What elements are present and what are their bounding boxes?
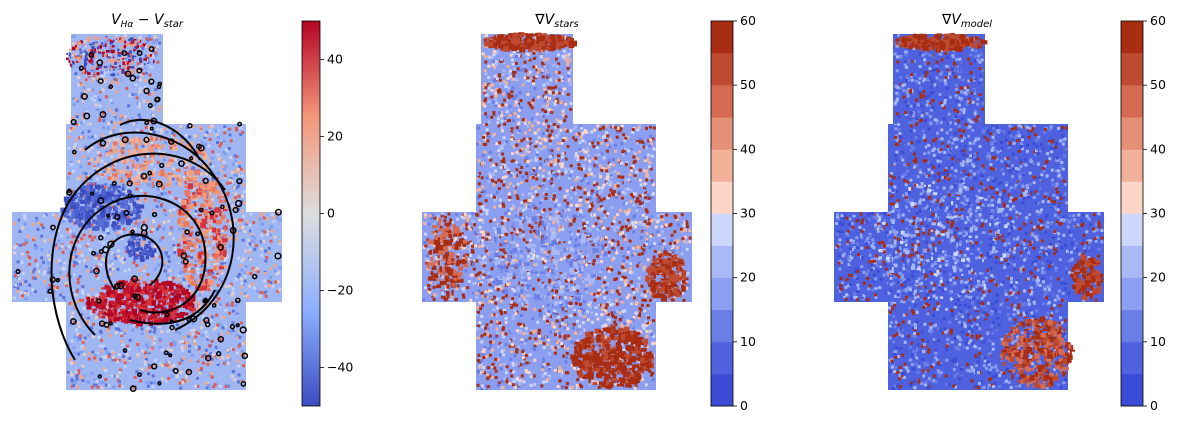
contour-line-1 <box>68 194 207 336</box>
colorbar-level <box>1121 149 1143 182</box>
panel-grad-vstars: ∇Vstars 0 10 20 30 40 50 60 <box>422 12 756 413</box>
colorbar-level <box>1121 309 1143 343</box>
colorbar-level <box>711 245 733 278</box>
title-3: ∇Vmodel <box>941 12 992 30</box>
colorbar-level <box>1121 373 1143 407</box>
colorbar-tick-label: 30 <box>740 206 756 221</box>
panel-grad-vmodel: ∇Vmodel 0 10 20 30 40 50 60 <box>834 12 1166 413</box>
contour-line-3 <box>84 131 235 331</box>
colorbar-tick-label: 20 <box>1150 270 1166 285</box>
colorbar-tick-label: 30 <box>1150 206 1166 221</box>
title-1-sub: Hα <box>121 20 134 30</box>
title-1-base2: V <box>154 12 165 28</box>
contour-line-6 <box>119 119 201 161</box>
colorbar-tick-label: 40 <box>327 52 343 67</box>
title-3-base: ∇V <box>941 12 962 28</box>
contour-line-4 <box>50 152 226 361</box>
colorbar-tick-label: 50 <box>740 77 756 92</box>
contour-line-5 <box>129 289 216 325</box>
title-1-base: V <box>111 12 122 28</box>
heatmap-3 <box>834 33 1104 390</box>
colorbar-level <box>711 53 733 86</box>
colorbar-1: −40 −20 0 20 40 <box>301 20 353 407</box>
colorbar-level <box>711 277 733 311</box>
colorbar-2: 0 10 20 30 40 50 60 <box>710 13 756 413</box>
colorbar-level <box>1121 85 1143 118</box>
contour-overlay <box>15 46 282 392</box>
colorbar-tick-label: 0 <box>1150 398 1158 413</box>
colorbar-tick-label: −40 <box>327 360 353 375</box>
heatmap-2 <box>422 32 692 390</box>
colorbar-fill <box>301 20 321 407</box>
title-1-sub2: star <box>164 19 184 30</box>
colorbar-level <box>711 117 733 150</box>
title-3-sub: model <box>961 19 992 30</box>
colorbar-level <box>1121 245 1143 278</box>
colorbar-tick-label: 40 <box>1150 141 1166 156</box>
colorbar-tick-label: 0 <box>740 398 748 413</box>
colorbar-level <box>1121 53 1143 86</box>
title-2-base: ∇V <box>534 12 555 28</box>
colorbar-3: 0 10 20 30 40 50 60 <box>1120 13 1166 413</box>
colorbar-level <box>1121 181 1143 214</box>
colorbar-level <box>1121 117 1143 150</box>
colorbar-tick-label: 20 <box>740 270 756 285</box>
colorbar-level <box>1121 213 1143 246</box>
colorbar-level <box>711 213 733 246</box>
colorbar-tick-label: 50 <box>1150 77 1166 92</box>
title-1-op: − <box>133 12 154 28</box>
colorbar-tick-label: 60 <box>1150 13 1166 28</box>
colorbar-level <box>711 309 733 343</box>
colorbar-level <box>1121 341 1143 375</box>
colorbar-tick-label: 10 <box>740 334 756 349</box>
colorbar-tick-label: 10 <box>1150 334 1166 349</box>
colorbar-tick-label: −20 <box>327 283 353 298</box>
colorbar-tick-label: 20 <box>327 129 343 144</box>
colorbar-level <box>711 21 733 54</box>
contour-line-2 <box>105 233 164 291</box>
colorbar-level <box>1121 21 1143 54</box>
colorbar-level <box>711 341 733 375</box>
colorbar-level <box>711 85 733 118</box>
title-2: ∇Vstars <box>534 12 579 30</box>
colorbar-level <box>711 373 733 407</box>
heatmap-1 <box>12 34 282 390</box>
colorbar-level <box>711 149 733 182</box>
colorbar-level <box>711 181 733 214</box>
colorbar-tick-label: 0 <box>327 206 335 221</box>
colorbar-level <box>1121 277 1143 311</box>
title-1: VHα − Vstar <box>111 12 184 30</box>
colorbar-tick-label: 60 <box>740 13 756 28</box>
colorbar-tick-label: 40 <box>740 141 756 156</box>
title-2-sub: stars <box>554 19 579 30</box>
